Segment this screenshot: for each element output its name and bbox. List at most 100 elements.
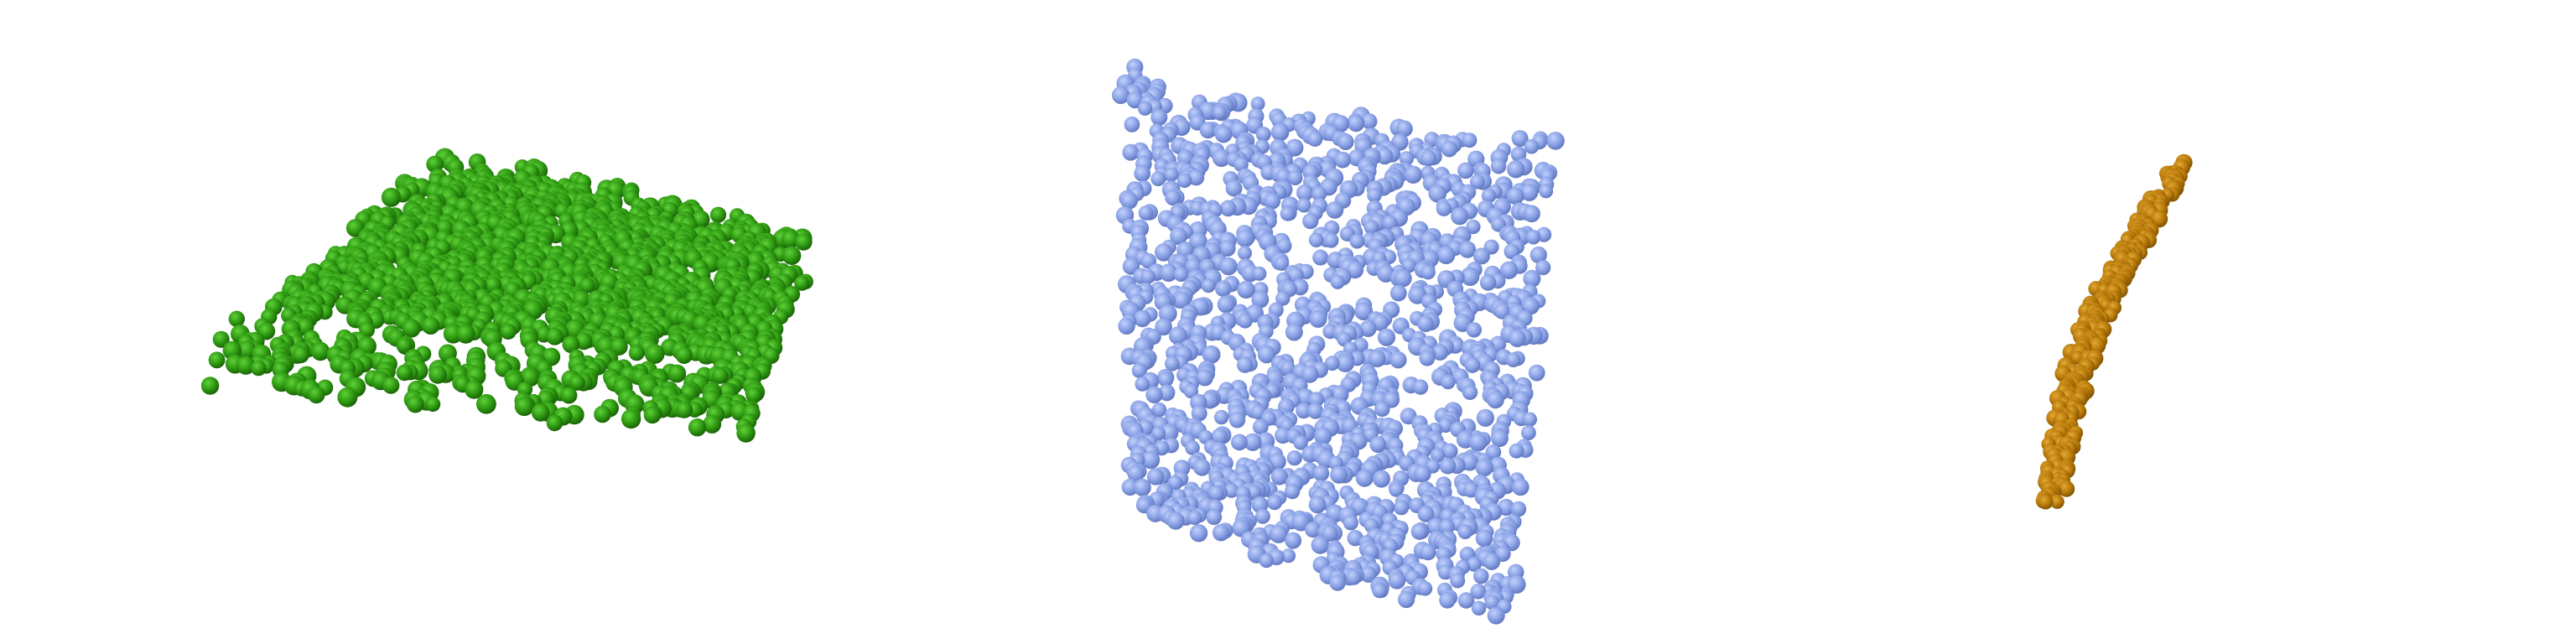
blue-sheet-particle bbox=[1417, 581, 1433, 596]
blue-sheet-particle bbox=[1270, 468, 1289, 486]
green-sheet-particle bbox=[428, 365, 447, 384]
orange-particle-cloud bbox=[2035, 153, 2193, 510]
blue-sheet-particle bbox=[1264, 192, 1281, 210]
blue-sheet-particle bbox=[1521, 297, 1540, 315]
blue-sheet-particle bbox=[1158, 304, 1177, 323]
blue-sheet-particle bbox=[1523, 205, 1540, 223]
blue-sheet-particle bbox=[1412, 379, 1429, 395]
blue-sheet-particle bbox=[1246, 484, 1262, 500]
blue-sheet-particle bbox=[1293, 435, 1308, 450]
blue-sheet-particle bbox=[1441, 443, 1458, 460]
blue-sheet-particle bbox=[1457, 592, 1475, 609]
blue-sheet-particle bbox=[1202, 345, 1221, 364]
blue-sheet-particle bbox=[1457, 162, 1474, 179]
green-sheet-particle bbox=[709, 206, 727, 223]
blue-sheet-particle bbox=[1155, 318, 1172, 336]
green-sheet-particle bbox=[402, 319, 421, 338]
blue-sheet-particle bbox=[1510, 501, 1527, 517]
blue-sheet-particle bbox=[1376, 148, 1394, 165]
blue-sheet-particle bbox=[1487, 606, 1505, 625]
blue-sheet-particle bbox=[1158, 384, 1176, 402]
orange-strip-particle bbox=[2058, 480, 2075, 497]
blue-sheet-particle bbox=[1419, 350, 1436, 366]
blue-sheet-particle bbox=[1165, 356, 1180, 371]
green-sheet-particle bbox=[745, 387, 762, 404]
blue-sheet-particle bbox=[1505, 352, 1521, 367]
blue-sheet-particle bbox=[1404, 165, 1423, 184]
blue-sheet-particle bbox=[1158, 371, 1174, 387]
blue-sheet-particle bbox=[1190, 524, 1208, 543]
blue-sheet-particle bbox=[1225, 179, 1243, 197]
blue-sheet-particle bbox=[1150, 108, 1168, 126]
blue-sheet-particle bbox=[1345, 569, 1362, 585]
green-sheet-particle bbox=[337, 387, 358, 408]
green-sheet-particle bbox=[396, 364, 413, 382]
blue-sheet-particle bbox=[1274, 256, 1290, 271]
blue-sheet-particle bbox=[1472, 247, 1490, 265]
blue-sheet-particle bbox=[1127, 465, 1145, 482]
blue-sheet-particle bbox=[1314, 427, 1332, 445]
blue-sheet-particle bbox=[1417, 505, 1435, 522]
blue-sheet-particle bbox=[1330, 465, 1348, 484]
blue-sheet-particle bbox=[1343, 515, 1358, 531]
blue-sheet-particle bbox=[1165, 190, 1182, 206]
green-sheet-particle bbox=[406, 395, 424, 413]
blue-sheet-particle bbox=[1355, 469, 1374, 487]
blue-sheet-particle bbox=[1196, 369, 1213, 387]
blue-sheet-particle bbox=[1388, 572, 1406, 589]
blue-sheet-particle bbox=[1420, 543, 1436, 561]
green-sheet-particle bbox=[546, 414, 564, 432]
blue-sheet-particle bbox=[1507, 160, 1525, 179]
blue-sheet-particle bbox=[1259, 553, 1274, 569]
blue-sheet-particle bbox=[1372, 583, 1388, 599]
green-sheet-particle bbox=[514, 397, 534, 417]
blue-sheet-particle bbox=[1521, 425, 1536, 440]
blue-sheet-particle bbox=[1252, 266, 1267, 281]
blue-sheet-particle bbox=[1483, 553, 1501, 570]
green-sheet-particle bbox=[228, 310, 245, 327]
green-sheet-particle bbox=[569, 374, 585, 391]
blue-sheet-particle bbox=[1231, 434, 1248, 451]
green-sheet-particle bbox=[456, 324, 475, 344]
blue-sheet-particle bbox=[1212, 524, 1230, 542]
blue-sheet-particle bbox=[1280, 361, 1296, 376]
blue-sheet-particle bbox=[1464, 357, 1481, 373]
blue-sheet-particle bbox=[1173, 267, 1189, 283]
green-sheet-particle bbox=[703, 414, 722, 434]
blue-sheet-particle bbox=[1479, 274, 1497, 291]
green-sheet-particle bbox=[308, 386, 325, 404]
orange-strip-particle bbox=[2038, 494, 2054, 510]
green-sheet-particle bbox=[500, 323, 517, 340]
blue-sheet-particle bbox=[1302, 213, 1319, 230]
blue-sheet-particle bbox=[1176, 173, 1192, 189]
blue-sheet-particle bbox=[1199, 122, 1217, 139]
blue-sheet-particle bbox=[1471, 600, 1487, 615]
blue-sheet-particle bbox=[1280, 206, 1296, 221]
blue-sheet-particle bbox=[1417, 315, 1434, 332]
blue-sheet-particle bbox=[1166, 512, 1185, 530]
blue-sheet-particle bbox=[1491, 429, 1509, 447]
blue-sheet-particle bbox=[1508, 330, 1526, 347]
blue-sheet-particle bbox=[1122, 143, 1140, 161]
blue-sheet-particle bbox=[1450, 573, 1466, 589]
blue-sheet-particle bbox=[1112, 86, 1130, 104]
blue-sheet-particle bbox=[1150, 171, 1166, 187]
blue-sheet-particle bbox=[1160, 423, 1179, 442]
blue-sheet-particle bbox=[1441, 140, 1458, 158]
blue-sheet-particle bbox=[1439, 457, 1457, 475]
blue-sheet-particle bbox=[1369, 436, 1387, 453]
blue-sheet-particle bbox=[1307, 402, 1324, 419]
blue-sheet-particle bbox=[1155, 243, 1173, 262]
blue-sheet-particle bbox=[1233, 156, 1249, 172]
blue-sheet-particle bbox=[1468, 433, 1488, 452]
blue-sheet-particle bbox=[1308, 232, 1324, 248]
blue-sheet-particle bbox=[1475, 529, 1493, 548]
blue-sheet-particle bbox=[1238, 246, 1252, 261]
blue-sheet-particle bbox=[1146, 468, 1165, 486]
blue-sheet-particle bbox=[1507, 574, 1526, 594]
green-sheet-particle bbox=[621, 408, 641, 429]
blue-sheet-particle bbox=[1522, 412, 1538, 427]
blue-sheet-particle bbox=[1187, 510, 1202, 526]
green-sheet-particle bbox=[208, 351, 226, 369]
blue-sheet-particle bbox=[1255, 127, 1271, 143]
